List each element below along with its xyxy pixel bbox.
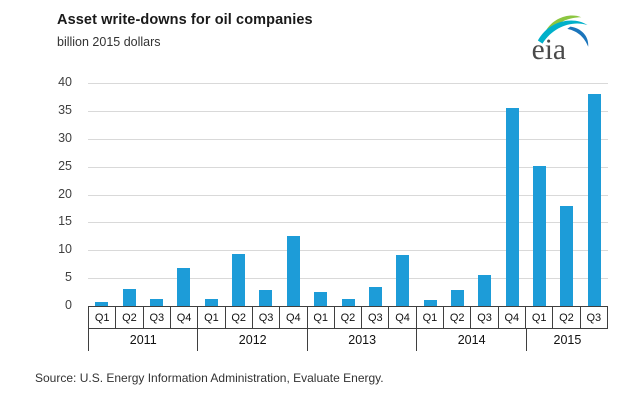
bar-q3-2011 [149,299,163,306]
y-tick-label-20: 20 [58,186,72,201]
gridline-10 [88,250,608,252]
eia-logo: eia [518,8,598,70]
gridline-35 [88,110,608,112]
gridline-5 [88,278,608,280]
bar-q3-2013 [368,287,382,306]
bar-q2-2014 [450,289,464,306]
x-tick-q3-2012: Q3 [251,306,281,329]
bar-q2-2011 [122,289,136,306]
gridline-30 [88,138,608,140]
year-label-2011: 2011 [88,328,197,351]
bar-q4-2011 [177,268,191,306]
x-tick-q2-2015: Q2 [552,306,581,329]
y-tick-label-40: 40 [58,75,72,89]
x-axis-quarter-row: Q1 Q2 Q3 Q4 Q1 Q2 Q3 Q4 Q1 Q2 Q3 Q4 Q1 Q2 Q3 Q4 Q1 Q2 Q3 [88,306,608,329]
year-label-2013: 2013 [306,328,416,351]
x-tick-q1-2012: Q1 [197,306,226,329]
gridline-25 [88,166,608,168]
gridline-20 [88,194,608,196]
bar-q2-2012 [232,253,246,306]
x-tick-q2-2013: Q2 [333,306,363,329]
bar-q3-2015 [587,93,601,306]
logo-blue-swoosh [567,26,589,47]
bar-q1-2012 [204,299,218,306]
x-tick-q3-2011: Q3 [142,306,171,329]
chart-subtitle: billion 2015 dollars [57,35,161,49]
bar-q4-2014 [505,107,519,306]
y-tick-label-5: 5 [65,270,72,285]
y-tick-label-15: 15 [58,214,72,229]
x-tick-q1-2014: Q1 [415,306,445,329]
x-tick-q2-2011: Q2 [115,306,144,329]
source-note: Source: U.S. Energy Information Administ… [35,371,384,385]
x-tick-q4-2012: Q4 [279,306,308,329]
logo-text: eia [532,34,566,66]
x-tick-q3-2015: Q3 [579,306,608,329]
bar-q2-2013 [341,299,355,306]
bar-q1-2013 [314,292,328,306]
gridline-15 [88,222,608,224]
year-label-2012: 2012 [197,328,306,351]
x-tick-q3-2014: Q3 [470,306,499,329]
eia-logo-graphic: eia [532,15,589,66]
bar-q2-2015 [560,205,574,306]
y-tick-label-0: 0 [65,298,72,312]
gridline-40 [88,83,608,84]
bar-q3-2014 [478,275,492,306]
x-tick-q4-2014: Q4 [497,306,526,329]
x-tick-q2-2014: Q2 [443,306,472,329]
bar-q1-2015 [533,165,547,306]
x-tick-q4-2011: Q4 [169,306,199,329]
year-label-2015: 2015 [525,328,608,351]
bar-q4-2012 [286,236,300,306]
y-tick-label-25: 25 [58,158,72,173]
logo-teal-swoosh [537,20,588,44]
bar-q3-2012 [259,290,273,306]
x-tick-q4-2013: Q4 [388,306,417,329]
x-tick-q1-2013: Q1 [306,306,335,329]
y-tick-label-30: 30 [58,130,72,145]
x-tick-q3-2013: Q3 [361,306,390,329]
y-tick-label-10: 10 [58,242,72,257]
x-tick-q2-2012: Q2 [224,306,253,329]
bar-q1-2011 [95,302,109,306]
chart-title: Asset write-downs for oil companies [57,12,313,28]
plot-area [88,83,608,306]
y-axis: 0 5 10 15 20 25 30 35 40 [38,75,80,312]
x-axis-year-row: 2011 2012 2013 2014 2015 [88,328,608,351]
bar-q4-2013 [396,255,410,306]
y-tick-label-35: 35 [58,102,72,117]
x-tick-q1-2015: Q1 [525,306,554,329]
x-tick-q1-2011: Q1 [88,306,117,329]
year-label-2014: 2014 [416,328,525,351]
bar-q1-2014 [423,299,437,306]
